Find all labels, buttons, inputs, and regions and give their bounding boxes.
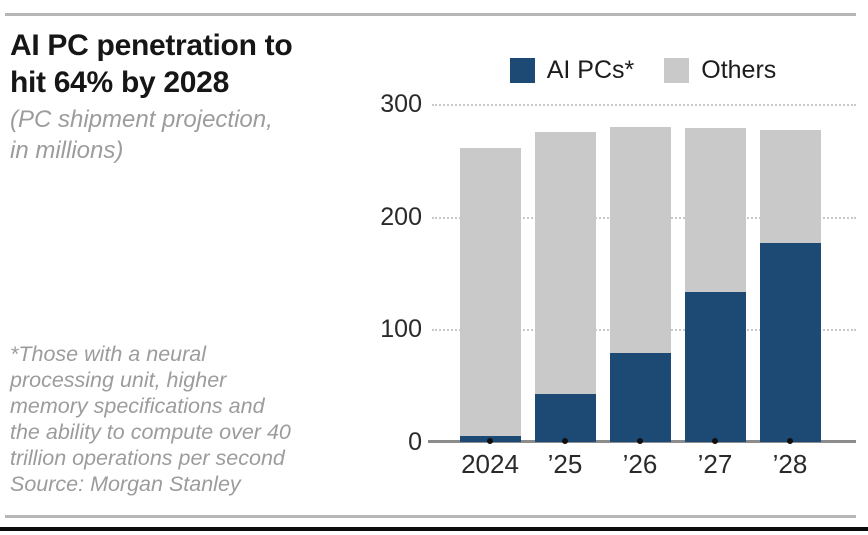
- bottom-border: [0, 527, 868, 531]
- bar-27-ai-pcs: [684, 292, 746, 442]
- y-axis-label-0: 0: [408, 428, 422, 456]
- bar-2024-others: [459, 147, 521, 437]
- legend-item-ai-pcs: AI PCs*: [509, 56, 635, 85]
- bar-25-others: [534, 132, 596, 394]
- plot-area: 0 100 200 300 2024 ’25 ’26 ’27 ’28: [380, 90, 856, 479]
- y-axis-label-200: 200: [380, 202, 422, 231]
- subtitle-line-1: (PC shipment projection,: [10, 106, 273, 133]
- top-divider: [5, 13, 856, 16]
- x-axis-label-26: ’26: [622, 449, 658, 479]
- x-axis-label-25: ’25: [547, 449, 583, 479]
- footnote-line: *Those with a neural: [10, 342, 206, 366]
- bar-28-others: [759, 129, 821, 243]
- legend-label: Others: [701, 56, 777, 84]
- y-axis-label-300: 300: [380, 90, 422, 118]
- x-axis-label-2024: 2024: [461, 449, 519, 479]
- axis-tick-dot: [562, 438, 568, 444]
- subtitle-line-2: in millions): [10, 137, 124, 164]
- gridline-300: [432, 104, 856, 106]
- legend-label: AI PCs*: [546, 56, 635, 84]
- x-axis-label-28: ’28: [772, 449, 808, 479]
- bar-26-others: [609, 126, 671, 353]
- source-credit: Source: Morgan Stanley: [10, 472, 241, 496]
- footnote-line: the ability to compute over 40: [10, 420, 291, 444]
- bar-28-ai-pcs: [759, 242, 821, 442]
- bottom-divider: [5, 515, 856, 518]
- footnote: *Those with a neural processing unit, hi…: [10, 341, 291, 497]
- title-line-1: AI PC penetration to: [10, 29, 293, 62]
- bar-26-ai-pcs: [609, 352, 671, 442]
- page-title: AI PC penetration to hit 64% by 2028: [10, 27, 293, 101]
- bar-27-others: [684, 127, 746, 293]
- axis-tick-dot: [637, 438, 643, 444]
- chart-subtitle: (PC shipment projection, in millions): [10, 104, 273, 166]
- legend: AI PCs* Others: [430, 56, 856, 85]
- axis-tick-dot: [712, 438, 718, 444]
- axis-tick-dot: [487, 438, 493, 444]
- footnote-line: trillion operations per second: [10, 446, 285, 470]
- bar-25-ai-pcs: [534, 393, 596, 442]
- footnote-line: memory specifications and: [10, 394, 265, 418]
- title-line-2: hit 64% by 2028: [10, 66, 229, 99]
- legend-item-others: Others: [664, 56, 776, 85]
- legend-swatch-ai-pcs: [509, 58, 535, 83]
- axis-tick-dot: [787, 438, 793, 444]
- legend-swatch-others: [664, 58, 690, 83]
- y-axis-label-100: 100: [380, 315, 422, 344]
- x-axis-label-27: ’27: [697, 449, 733, 479]
- footnote-line: processing unit, higher: [10, 368, 227, 392]
